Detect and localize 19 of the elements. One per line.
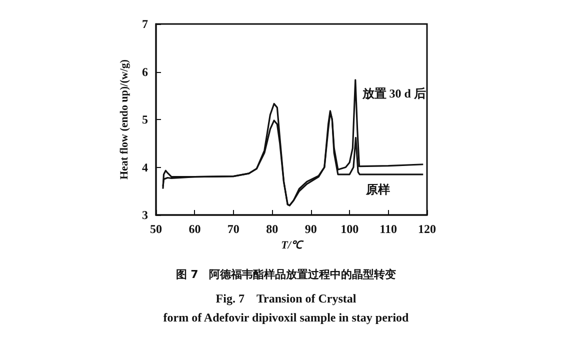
x-axis-title: T/℃ [281, 239, 304, 252]
series-label: 原样 [365, 182, 390, 196]
y-tick-label: 7 [142, 17, 148, 31]
x-tick-label: 100 [340, 222, 359, 236]
x-tick-label: 60 [188, 222, 201, 236]
x-tick-label: 50 [150, 222, 162, 236]
x-tick-label: 80 [266, 222, 278, 236]
y-axis-title: Heat flow (endo up)/(w/g) [118, 59, 130, 180]
y-tick-label: 6 [142, 64, 148, 79]
x-tick-label: 70 [227, 222, 240, 236]
text: Fig. 7 Transion of Crystal form of Adefovir dipivoxil sample in stay period [163, 292, 410, 324]
series-label: 放置 30 d 后 [361, 86, 426, 100]
x-tick-label: 120 [418, 222, 436, 236]
x-tick-label: 90 [304, 222, 317, 236]
y-tick-label: 5 [142, 112, 148, 126]
x-tick-label: 110 [380, 222, 397, 236]
text: 图 7 阿德福韦酯样品放置过程中的晶型转变 [176, 268, 396, 281]
y-tick-label: 4 [142, 160, 148, 174]
y-tick-label: 3 [142, 208, 148, 222]
